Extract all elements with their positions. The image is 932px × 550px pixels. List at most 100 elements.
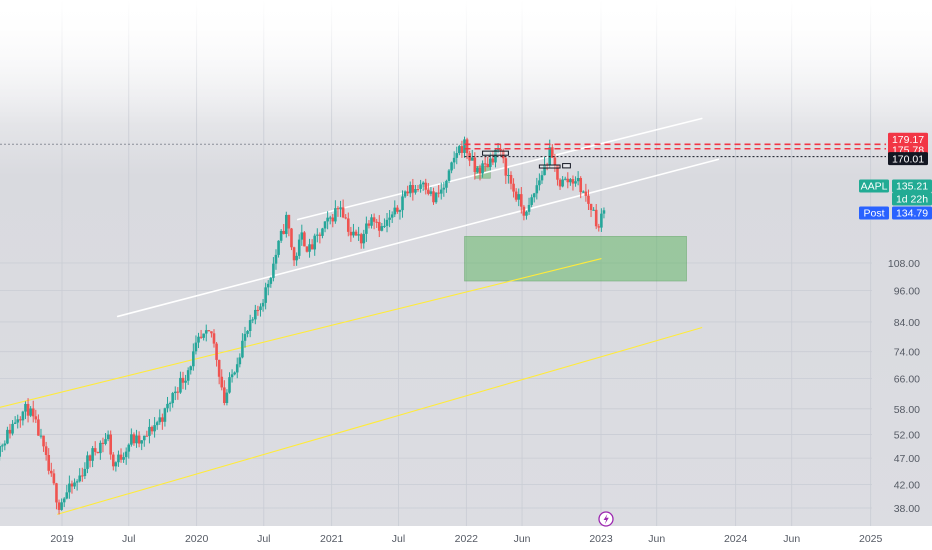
candle	[483, 163, 487, 165]
x-tick-label: 2025	[859, 533, 883, 545]
candle	[305, 246, 309, 252]
candle	[26, 403, 30, 416]
candle	[388, 217, 391, 220]
y-tick-label: 74.00	[894, 347, 920, 359]
candle	[458, 146, 461, 154]
trendline[interactable]	[296, 117, 703, 221]
candle	[261, 302, 265, 307]
candle	[179, 377, 182, 393]
candle	[602, 210, 606, 214]
candle	[292, 247, 296, 261]
candle	[473, 157, 477, 172]
candle	[429, 191, 433, 194]
candle	[161, 417, 164, 422]
candle	[398, 210, 402, 212]
trendline[interactable]	[0, 258, 602, 409]
candle	[31, 408, 35, 417]
trendlines[interactable]	[0, 117, 720, 515]
countdown-tag-text: 1d 22h	[896, 194, 928, 206]
event-marker[interactable]	[598, 511, 614, 527]
candle	[530, 197, 533, 205]
candle	[421, 182, 425, 185]
y-tick-label: 38.00	[894, 503, 920, 515]
candle	[0, 446, 1, 457]
candle	[93, 448, 97, 452]
candle	[470, 157, 474, 161]
candle	[584, 191, 588, 196]
candle	[517, 194, 521, 200]
candle	[323, 221, 327, 229]
candle	[344, 217, 348, 219]
candle	[37, 419, 40, 436]
trendline[interactable]	[116, 158, 720, 318]
candle	[99, 442, 102, 454]
candle	[60, 502, 63, 510]
price-tag-text: 170.01	[892, 153, 924, 165]
post-price-tag: 134.79	[892, 206, 932, 220]
x-tick-label: 2023	[589, 533, 613, 545]
candle	[233, 372, 236, 375]
candle	[576, 178, 580, 182]
candle	[450, 162, 453, 171]
candle	[354, 231, 358, 236]
candle	[114, 462, 118, 467]
candle	[447, 170, 451, 181]
candle	[225, 392, 229, 404]
candle	[285, 214, 288, 234]
candle	[478, 167, 482, 174]
candle	[19, 419, 22, 421]
candle	[308, 244, 311, 252]
candle	[522, 206, 526, 216]
candle	[65, 492, 69, 499]
y-tick-label: 58.00	[894, 404, 920, 416]
outline-box[interactable]	[538, 164, 561, 169]
y-tick-label: 66.00	[894, 374, 920, 386]
post-price-tag-text: 134.79	[896, 208, 928, 220]
candle	[73, 482, 76, 487]
candle	[266, 283, 270, 288]
candle	[465, 139, 469, 154]
candle	[501, 150, 505, 159]
candle	[272, 263, 275, 278]
candle	[579, 178, 583, 193]
candle	[21, 411, 25, 421]
candle	[181, 377, 185, 383]
y-tick-label: 52.00	[894, 429, 920, 441]
levels[interactable]	[0, 143, 886, 169]
candle	[173, 391, 177, 394]
candle	[176, 391, 180, 393]
candle	[414, 189, 417, 193]
candle	[204, 330, 208, 334]
candle	[589, 203, 593, 211]
candle	[494, 149, 497, 163]
candle	[0, 445, 4, 447]
outline-box[interactable]	[482, 150, 509, 156]
lightning-icon	[603, 514, 609, 525]
last-price-tag-box	[892, 179, 932, 193]
outline-box[interactable]	[562, 163, 571, 169]
post-label-tag-box	[859, 206, 889, 220]
x-tick-label: Jul	[257, 533, 270, 545]
x-tick-label: 2022	[455, 533, 479, 545]
trendline[interactable]	[57, 327, 703, 515]
candle	[370, 217, 373, 226]
candle	[300, 232, 304, 240]
candle	[106, 434, 110, 440]
candle	[540, 175, 544, 181]
candle	[192, 351, 195, 367]
price-tag: 179.17	[888, 132, 928, 146]
candle	[393, 207, 397, 215]
zone-box[interactable]	[464, 236, 687, 282]
candle	[220, 376, 224, 388]
candle	[119, 454, 123, 460]
candle	[359, 234, 363, 244]
candle	[207, 330, 211, 332]
candle	[163, 408, 167, 422]
candle	[527, 204, 531, 212]
candle	[223, 387, 226, 404]
candle	[3, 443, 7, 446]
candle	[8, 429, 12, 434]
symbol-tag-text: AAPL	[861, 181, 888, 193]
